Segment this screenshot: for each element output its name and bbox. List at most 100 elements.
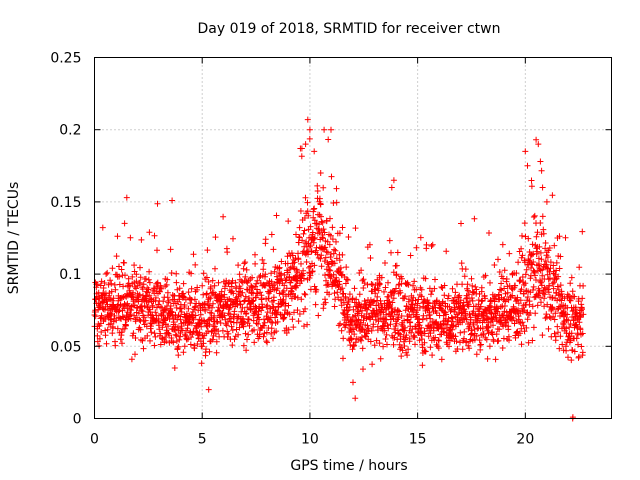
data-point — [543, 311, 550, 318]
data-point — [575, 341, 581, 348]
data-point — [108, 280, 115, 287]
data-point — [289, 316, 296, 323]
data-point — [316, 221, 322, 228]
data-point — [145, 286, 152, 293]
data-point — [161, 306, 168, 313]
y-tick-label: 0.2 — [59, 123, 81, 139]
data-point — [518, 245, 525, 252]
data-point — [375, 318, 382, 325]
data-point — [205, 317, 211, 324]
data-point — [395, 307, 401, 314]
data-point — [92, 313, 99, 320]
data-point — [542, 315, 549, 322]
data-point — [258, 295, 265, 302]
data-point — [521, 328, 528, 335]
data-point — [291, 309, 297, 316]
data-point — [127, 234, 134, 241]
data-point — [541, 295, 548, 302]
data-point — [333, 238, 339, 245]
data-point — [311, 148, 318, 155]
data-point — [557, 282, 564, 289]
data-point — [529, 303, 536, 310]
data-point — [239, 304, 246, 311]
data-point — [568, 330, 575, 337]
data-point — [146, 229, 153, 236]
data-point — [538, 299, 544, 306]
data-point — [300, 308, 307, 315]
data-point — [320, 226, 327, 233]
data-point — [245, 331, 252, 338]
data-point — [558, 297, 565, 304]
data-point — [109, 330, 116, 337]
data-point — [417, 234, 424, 241]
data-point — [418, 324, 425, 331]
x-tick-label: 20 — [516, 432, 534, 448]
data-point — [197, 311, 204, 318]
data-point — [264, 339, 271, 346]
data-point — [285, 218, 292, 225]
data-point — [351, 285, 358, 292]
data-point — [429, 241, 436, 248]
data-point — [207, 284, 214, 290]
data-point — [543, 261, 550, 268]
data-point — [390, 295, 397, 302]
data-point — [449, 285, 456, 292]
data-point — [243, 310, 250, 317]
data-point — [237, 301, 244, 308]
data-point — [554, 283, 561, 290]
data-point — [421, 330, 428, 337]
data-point — [212, 234, 219, 241]
data-point — [290, 290, 296, 297]
data-point — [380, 343, 387, 350]
data-point — [441, 282, 448, 289]
data-point — [217, 320, 224, 326]
data-point — [405, 281, 412, 288]
data-point — [292, 273, 299, 280]
data-point — [240, 342, 247, 349]
data-point — [191, 345, 198, 352]
data-point — [504, 312, 511, 319]
y-tick-label: 0.05 — [50, 339, 81, 355]
data-point — [554, 323, 561, 330]
data-point — [351, 331, 358, 338]
data-point — [173, 304, 180, 311]
data-point — [235, 331, 242, 338]
data-point — [294, 307, 301, 314]
data-point — [198, 360, 205, 367]
data-point — [456, 292, 463, 299]
data-points — [91, 116, 587, 422]
data-point — [276, 264, 283, 271]
data-point — [333, 277, 340, 284]
data-point — [272, 314, 279, 321]
data-point — [336, 281, 343, 288]
data-point — [256, 274, 263, 281]
data-point — [96, 335, 103, 342]
data-point — [218, 288, 225, 295]
data-point — [333, 185, 340, 192]
data-point — [523, 324, 530, 331]
data-point — [375, 302, 382, 309]
data-point — [318, 263, 325, 270]
data-point — [122, 272, 128, 279]
data-point — [298, 153, 305, 160]
data-point — [252, 251, 258, 258]
data-point — [105, 281, 112, 288]
data-point — [497, 286, 503, 293]
data-point — [180, 349, 187, 356]
data-point — [92, 307, 99, 314]
data-point — [438, 325, 445, 331]
data-point — [325, 281, 332, 288]
data-point — [337, 320, 344, 327]
data-point — [264, 302, 271, 309]
data-point — [147, 309, 154, 315]
data-point — [561, 312, 568, 319]
data-point — [345, 307, 352, 314]
data-point — [345, 297, 352, 303]
data-point — [573, 323, 580, 330]
data-point — [145, 276, 152, 283]
data-point — [242, 293, 249, 300]
data-point — [515, 300, 522, 307]
data-point — [192, 261, 199, 268]
data-point — [304, 321, 311, 328]
data-point — [296, 224, 303, 231]
